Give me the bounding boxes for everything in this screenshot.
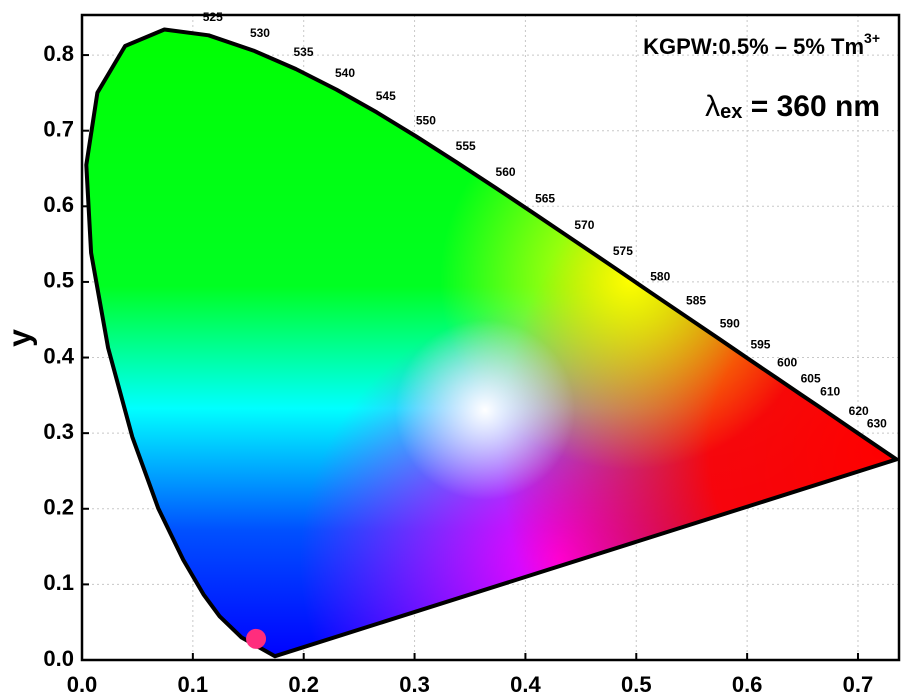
wavelength-label: 545 <box>376 89 396 103</box>
y-tick-label: 0.5 <box>43 268 74 293</box>
wavelength-label: 600 <box>777 356 797 370</box>
wavelength-label: 535 <box>293 45 313 59</box>
excitation-label: λex = 360 nm <box>705 90 880 123</box>
y-tick-label: 0.4 <box>43 343 74 368</box>
title-text: KGPW:0.5% – 5% Tm <box>643 34 864 59</box>
wavelength-label: 590 <box>720 317 740 331</box>
wavelength-label: 525 <box>203 10 223 24</box>
y-tick-label: 0.1 <box>43 570 74 595</box>
x-tick-label: 0.7 <box>843 672 874 697</box>
wavelength-label: 620 <box>849 404 869 418</box>
y-tick-label: 0.0 <box>43 646 74 671</box>
y-tick-label: 0.6 <box>43 192 74 217</box>
wavelength-label: 550 <box>416 113 436 127</box>
wavelength-label: 560 <box>496 165 516 179</box>
wavelength-label: 595 <box>750 337 770 351</box>
x-tick-label: 0.5 <box>621 672 652 697</box>
x-tick-label: 0.2 <box>288 672 319 697</box>
wavelength-label: 605 <box>801 372 821 386</box>
x-tick-label: 0.3 <box>399 672 430 697</box>
y-axis-label: y <box>1 329 37 347</box>
wavelength-label: 575 <box>613 244 633 258</box>
x-tick-label: 0.0 <box>67 672 98 697</box>
title-sup: 3+ <box>864 30 880 46</box>
x-tick-label: 0.1 <box>178 672 209 697</box>
wavelength-label: 540 <box>335 66 355 80</box>
wavelength-label: 570 <box>574 218 594 232</box>
plot-frame <box>80 13 901 662</box>
wavelength-label: 610 <box>820 385 840 399</box>
chart-title: KGPW:0.5% – 5% Tm3+ <box>643 30 880 59</box>
excitation-symbol: λ <box>705 90 720 123</box>
y-tick-label: 0.8 <box>43 41 74 66</box>
wavelength-label: 585 <box>686 294 706 308</box>
wavelength-label: 555 <box>456 139 476 153</box>
x-tick-label: 0.4 <box>510 672 541 697</box>
spectral-locus <box>84 27 899 659</box>
y-tick-label: 0.2 <box>43 495 74 520</box>
wavelength-label: 565 <box>535 191 555 205</box>
wavelength-label: 530 <box>250 26 270 40</box>
y-tick-label: 0.3 <box>43 419 74 444</box>
excitation-text: = 360 nm <box>742 90 880 123</box>
data-point <box>246 628 267 649</box>
wavelength-label: 630 <box>867 416 887 430</box>
wavelength-label: 580 <box>650 269 670 283</box>
marks <box>81 27 899 661</box>
excitation-sub: ex <box>720 101 742 123</box>
x-tick-label: 0.6 <box>732 672 763 697</box>
y-tick-label: 0.7 <box>43 117 74 142</box>
